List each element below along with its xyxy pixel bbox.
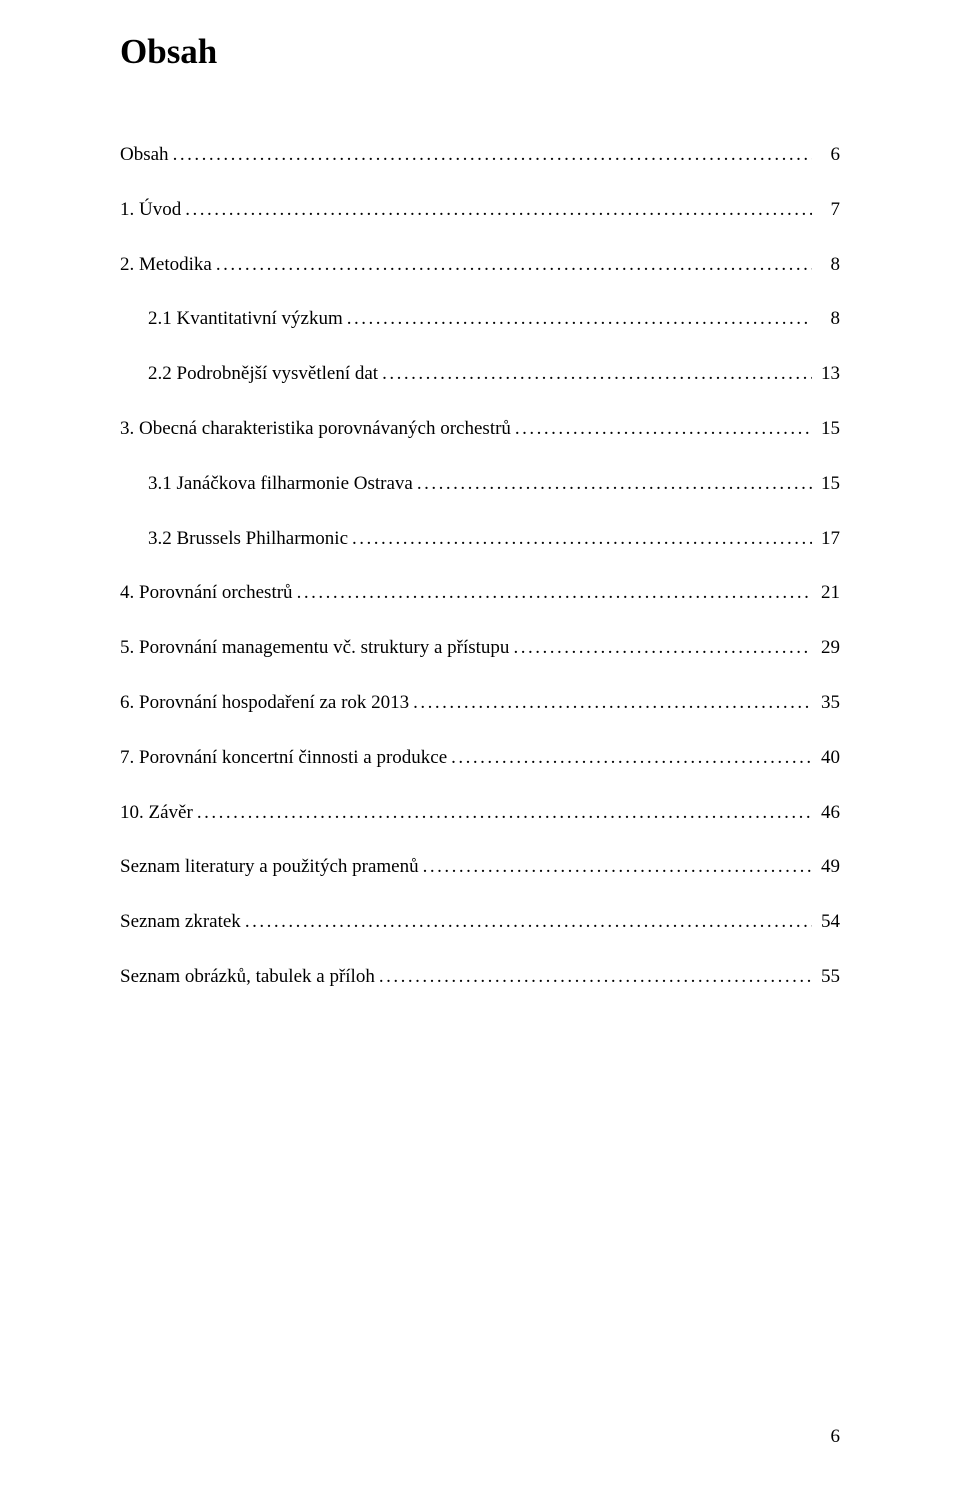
toc-entry-page: 21: [816, 582, 840, 605]
toc-entry: 7. Porovnání koncertní činnosti a produk…: [120, 747, 840, 770]
toc-leader-dots: [413, 692, 812, 715]
toc-entry-page: 29: [816, 637, 840, 660]
toc-entry-label: 2.1 Kvantitativní výzkum: [148, 308, 343, 331]
toc-entry: Seznam obrázků, tabulek a příloh 55: [120, 966, 840, 989]
toc-entry-label: 3. Obecná charakteristika porovnávaných …: [120, 418, 511, 441]
toc-leader-dots: [451, 747, 812, 770]
toc-entry-page: 8: [816, 308, 840, 331]
table-of-contents: Obsah61. Úvod72. Metodika82.1 Kvantitati…: [120, 144, 840, 989]
toc-entry-label: 4. Porovnání orchestrů: [120, 582, 293, 605]
toc-leader-dots: [379, 966, 812, 989]
toc-entry: Obsah 6: [120, 144, 840, 167]
toc-entry-page: 40: [816, 747, 840, 770]
toc-entry-label: 3.2 Brussels Philharmonic: [148, 528, 348, 551]
toc-entry-label: 5. Porovnání managementu vč. struktury a…: [120, 637, 509, 660]
toc-entry-label: 2.2 Podrobnější vysvětlení dat: [148, 363, 378, 386]
toc-entry-page: 46: [816, 802, 840, 825]
toc-entry-label: 1. Úvod: [120, 199, 181, 222]
toc-entry-label: 6. Porovnání hospodaření za rok 2013: [120, 692, 409, 715]
toc-leader-dots: [185, 199, 812, 222]
toc-entry: 1. Úvod 7: [120, 199, 840, 222]
page-number: 6: [831, 1426, 841, 1448]
toc-entry-label: 3.1 Janáčkova filharmonie Ostrava: [148, 473, 413, 496]
toc-entry: 2. Metodika 8: [120, 254, 840, 277]
toc-entry-page: 8: [816, 254, 840, 277]
toc-entry-label: Seznam literatury a použitých pramenů: [120, 856, 419, 879]
toc-leader-dots: [352, 528, 812, 551]
toc-leader-dots: [173, 144, 812, 167]
toc-entry-page: 17: [816, 528, 840, 551]
toc-entry: 4. Porovnání orchestrů 21: [120, 582, 840, 605]
toc-entry-label: 10. Závěr: [120, 802, 193, 825]
toc-leader-dots: [423, 856, 812, 879]
toc-entry-page: 49: [816, 856, 840, 879]
toc-entry-label: 2. Metodika: [120, 254, 212, 277]
toc-leader-dots: [216, 254, 812, 277]
toc-entry: 5. Porovnání managementu vč. struktury a…: [120, 637, 840, 660]
toc-entry-label: Seznam zkratek: [120, 911, 241, 934]
toc-entry: 2.2 Podrobnější vysvětlení dat 13: [120, 363, 840, 386]
toc-leader-dots: [347, 308, 812, 331]
toc-entry-page: 54: [816, 911, 840, 934]
toc-entry-page: 7: [816, 199, 840, 222]
toc-entry: 10. Závěr 46: [120, 802, 840, 825]
toc-leader-dots: [245, 911, 812, 934]
toc-entry-page: 35: [816, 692, 840, 715]
toc-entry: Seznam literatury a použitých pramenů 49: [120, 856, 840, 879]
toc-entry-page: 6: [816, 144, 840, 167]
toc-entry: 6. Porovnání hospodaření za rok 2013 35: [120, 692, 840, 715]
toc-leader-dots: [197, 802, 812, 825]
toc-entry-page: 55: [816, 966, 840, 989]
toc-entry: Seznam zkratek 54: [120, 911, 840, 934]
toc-leader-dots: [382, 363, 812, 386]
toc-entry-label: Obsah: [120, 144, 169, 167]
toc-entry-label: Seznam obrázků, tabulek a příloh: [120, 966, 375, 989]
toc-leader-dots: [417, 473, 812, 496]
toc-entry-page: 15: [816, 473, 840, 496]
page-title: Obsah: [120, 32, 840, 72]
toc-entry-page: 13: [816, 363, 840, 386]
toc-entry: 2.1 Kvantitativní výzkum 8: [120, 308, 840, 331]
toc-entry: 3. Obecná charakteristika porovnávaných …: [120, 418, 840, 441]
toc-entry-label: 7. Porovnání koncertní činnosti a produk…: [120, 747, 447, 770]
toc-entry-page: 15: [816, 418, 840, 441]
toc-leader-dots: [513, 637, 812, 660]
toc-leader-dots: [297, 582, 812, 605]
toc-entry: 3.2 Brussels Philharmonic 17: [120, 528, 840, 551]
toc-entry: 3.1 Janáčkova filharmonie Ostrava 15: [120, 473, 840, 496]
toc-leader-dots: [515, 418, 812, 441]
